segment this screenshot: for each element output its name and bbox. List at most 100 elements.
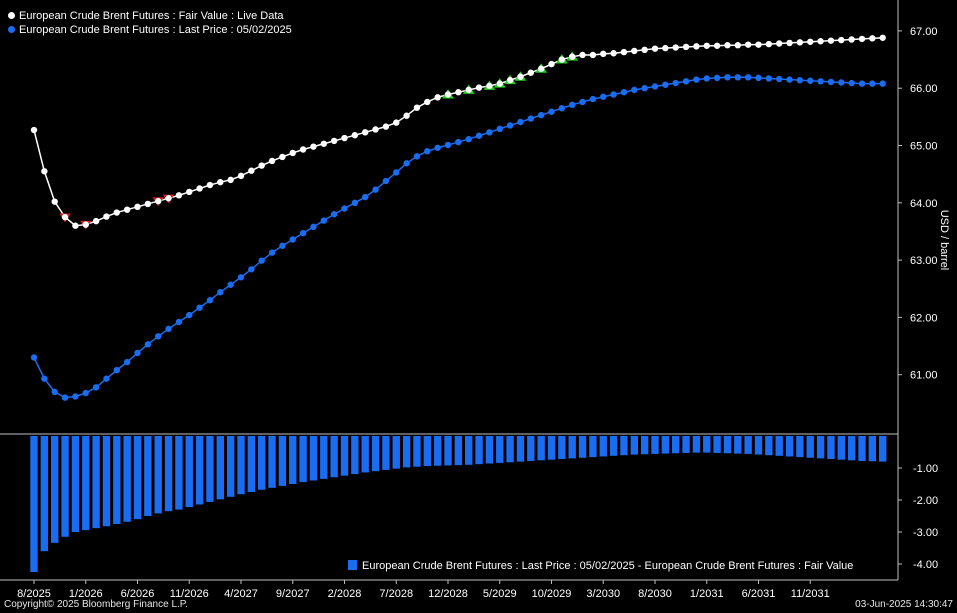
diff-bar xyxy=(278,436,287,486)
diff-bar xyxy=(868,436,877,462)
fair-value-point xyxy=(713,42,721,49)
x-tick-label: 2/2028 xyxy=(328,588,362,600)
diff-bar xyxy=(775,436,783,456)
last-price-point xyxy=(175,318,183,326)
axes xyxy=(0,0,902,584)
fair-value-point xyxy=(113,209,121,216)
fair-value-point xyxy=(465,86,472,94)
last-price-point xyxy=(258,257,265,264)
last-price-point xyxy=(838,79,845,86)
fair-value-point xyxy=(123,206,131,213)
diff-bar xyxy=(672,436,680,454)
x-tick-label: 11/2026 xyxy=(170,588,209,600)
diff-bar xyxy=(340,436,349,476)
diff-bar xyxy=(578,436,587,458)
last-price-point xyxy=(227,281,234,288)
y-tick-label: 62.00 xyxy=(910,312,938,324)
diff-bar xyxy=(330,436,338,478)
y-axis-title: USD / barrel xyxy=(938,209,950,271)
last-price-point xyxy=(879,80,886,87)
fair-value-point xyxy=(196,185,203,192)
diff-bar xyxy=(268,436,276,488)
diff-bar xyxy=(454,436,463,466)
last-price-point xyxy=(330,211,338,218)
diff-bar xyxy=(734,436,742,454)
fair-value-point xyxy=(600,50,607,58)
last-price-point xyxy=(186,311,193,319)
diff-bar xyxy=(92,436,100,529)
last-price-point xyxy=(393,169,400,176)
last-price-point xyxy=(424,148,431,155)
diff-bar xyxy=(123,436,131,522)
diff-bar xyxy=(247,436,256,492)
copyright: Copyright© 2025 Bloomberg Finance L.P. xyxy=(4,599,188,610)
timestamp: 03-Jun-2025 14:30:47 xyxy=(855,599,953,610)
last-price-point xyxy=(703,75,710,82)
diff-bar xyxy=(516,436,525,462)
diff-bar xyxy=(630,436,638,455)
fair-value-point xyxy=(393,119,400,126)
fair-value-point xyxy=(444,91,452,98)
fair-value-point xyxy=(579,51,586,59)
last-price-point xyxy=(755,74,762,82)
y2-tick-label: -2.00 xyxy=(913,495,938,507)
diff-bar xyxy=(185,436,193,508)
diff-bar xyxy=(30,436,38,572)
last-price-point xyxy=(196,304,203,311)
fair-value-point xyxy=(362,129,369,136)
last-price-point xyxy=(248,266,255,273)
diff-bar xyxy=(837,436,845,460)
diff-bar xyxy=(320,436,328,479)
fair-value-point xyxy=(372,126,379,133)
last-price-point xyxy=(651,83,659,90)
fair-value-point xyxy=(310,143,317,150)
fair-value-point xyxy=(258,162,265,169)
last-price-point xyxy=(776,75,783,83)
last-price-point xyxy=(362,193,369,201)
series-points xyxy=(30,34,886,401)
diff-bar xyxy=(392,436,400,469)
diff-bar xyxy=(796,436,804,458)
diff-bar xyxy=(40,436,49,552)
last-price-point xyxy=(744,74,752,81)
fair-value-point xyxy=(869,35,876,42)
fair-value-point xyxy=(631,47,638,55)
last-price-point xyxy=(475,132,483,139)
fair-value-point xyxy=(227,176,234,184)
fair-value-point xyxy=(30,126,38,134)
last-price-point xyxy=(434,144,441,151)
diff-bar xyxy=(744,436,752,454)
diff-bar xyxy=(237,436,245,495)
last-price-point xyxy=(30,354,38,361)
diff-bar xyxy=(144,436,152,516)
last-price-point xyxy=(299,229,307,237)
fair-value-point xyxy=(858,35,866,43)
fair-value-point xyxy=(496,80,503,87)
fair-value-point xyxy=(186,188,193,196)
diff-bar xyxy=(765,436,773,456)
fair-value-point xyxy=(341,134,348,142)
diff-bar xyxy=(827,436,835,460)
last-price-point xyxy=(827,78,835,86)
fair-value-point xyxy=(848,36,855,43)
last-price-point xyxy=(206,297,214,304)
y-tick-label: 66.00 xyxy=(910,83,938,95)
last-price-point xyxy=(662,81,669,88)
last-price-point xyxy=(455,138,462,146)
diff-bar xyxy=(713,436,721,453)
last-price-point xyxy=(413,153,421,160)
fair-value-point xyxy=(486,82,493,90)
diff-bar xyxy=(102,436,111,527)
fair-value-point xyxy=(206,181,214,189)
last-price-point xyxy=(123,358,131,366)
last-price-point xyxy=(61,394,69,401)
legend-diff: European Crude Brent Futures : Last Pric… xyxy=(346,558,858,574)
last-price-point xyxy=(217,288,224,296)
last-price-point xyxy=(82,389,89,397)
fair-value-point xyxy=(134,203,141,211)
x-tick-label: 3/2030 xyxy=(586,588,620,600)
fair-value-point xyxy=(682,43,690,51)
last-price-point xyxy=(155,333,162,340)
fair-value-point xyxy=(693,43,700,50)
diff-bar xyxy=(444,436,452,466)
